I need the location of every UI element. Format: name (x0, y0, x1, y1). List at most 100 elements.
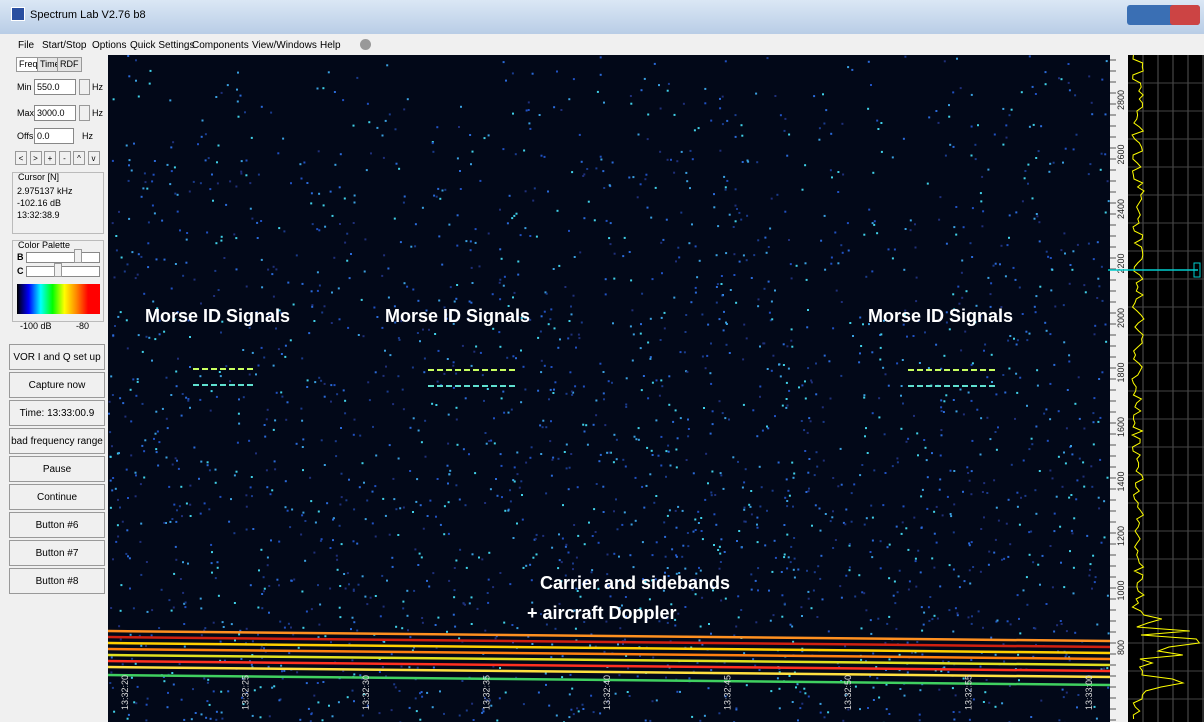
noise-speck (928, 116, 930, 118)
noise-speck (610, 222, 612, 224)
nav-button[interactable]: ^ (73, 151, 85, 165)
noise-speck (888, 577, 890, 579)
palette-scale: -100 dB (20, 321, 52, 331)
button[interactable]: Button #7 (9, 540, 105, 566)
noise-speck (834, 232, 836, 234)
noise-speck (1035, 93, 1037, 95)
noise-speck (658, 84, 660, 86)
noise-speck (1096, 297, 1098, 299)
noise-speck (492, 586, 494, 588)
nav-button[interactable]: v (88, 151, 100, 165)
tab[interactable]: RDF (57, 57, 82, 72)
menu-item[interactable]: Quick Settings (130, 40, 194, 51)
noise-speck (956, 612, 958, 614)
noise-speck (679, 691, 681, 693)
noise-speck (1107, 687, 1109, 689)
menu-item[interactable]: Options (92, 40, 126, 51)
noise-speck (487, 602, 489, 604)
noise-speck (575, 347, 577, 349)
button[interactable]: Pause (9, 456, 105, 482)
noise-speck (330, 384, 332, 386)
noise-speck (264, 424, 266, 426)
noise-speck (382, 135, 384, 137)
menu-item[interactable]: Help (320, 40, 341, 51)
noise-speck (321, 538, 323, 540)
field-input[interactable]: 3000.0 (34, 105, 76, 121)
noise-speck (756, 435, 758, 437)
noise-speck (872, 540, 874, 542)
noise-speck (242, 349, 244, 351)
noise-speck (808, 696, 810, 698)
noise-speck (455, 484, 457, 486)
noise-speck (542, 535, 544, 537)
noise-speck (137, 686, 139, 688)
button[interactable]: Time: 13:33:00.9 (9, 400, 105, 426)
menu-item[interactable]: View/Windows (252, 40, 317, 51)
button[interactable]: Button #8 (9, 568, 105, 594)
noise-speck (127, 347, 129, 349)
noise-speck (304, 560, 306, 562)
noise-speck (113, 711, 115, 713)
noise-speck (789, 675, 791, 677)
slider-thumb[interactable] (74, 249, 82, 263)
noise-speck (144, 439, 146, 441)
noise-speck (900, 395, 902, 397)
noise-speck (209, 469, 211, 471)
field-input[interactable]: 0.0 (34, 128, 74, 144)
noise-speck (837, 485, 839, 487)
noise-speck (605, 278, 607, 280)
noise-speck (658, 455, 660, 457)
nav-button[interactable]: + (44, 151, 56, 165)
slider[interactable] (26, 252, 100, 263)
noise-speck (851, 492, 853, 494)
noise-speck (1069, 550, 1071, 552)
noise-speck (867, 452, 869, 454)
noise-speck (694, 519, 696, 521)
noise-speck (112, 160, 114, 162)
menu-item[interactable]: Start/Stop (42, 40, 86, 51)
noise-speck (258, 174, 260, 176)
nav-button[interactable]: > (30, 151, 42, 165)
close-button[interactable] (1170, 5, 1200, 25)
button[interactable]: Button #6 (9, 512, 105, 538)
button[interactable]: Capture now (9, 372, 105, 398)
noise-speck (949, 564, 951, 566)
noise-speck (274, 468, 276, 470)
noise-speck (668, 451, 670, 453)
button[interactable]: VOR I and Q set up (9, 344, 105, 370)
noise-speck (1035, 513, 1037, 515)
noise-speck (673, 297, 675, 299)
noise-speck (595, 531, 597, 533)
button[interactable]: bad frequency range (9, 428, 105, 454)
slider[interactable] (26, 266, 100, 277)
nav-button[interactable]: < (15, 151, 27, 165)
noise-speck (1040, 700, 1042, 702)
noise-speck (827, 711, 829, 713)
noise-speck (1066, 692, 1068, 694)
nav-button[interactable]: - (59, 151, 71, 165)
menu-item[interactable]: File (18, 40, 34, 51)
noise-speck (1060, 249, 1062, 251)
noise-speck (922, 489, 924, 491)
noise-speck (741, 124, 743, 126)
noise-speck (1030, 716, 1032, 718)
slider-thumb[interactable] (54, 263, 62, 277)
noise-speck (145, 181, 147, 183)
noise-speck (963, 226, 965, 228)
spinner[interactable] (79, 79, 90, 95)
button[interactable]: Continue (9, 484, 105, 510)
noise-speck (199, 375, 201, 377)
spinner[interactable] (79, 105, 90, 121)
noise-speck (324, 635, 326, 637)
noise-speck (465, 240, 467, 242)
noise-speck (341, 543, 343, 545)
noise-speck (520, 350, 522, 352)
field-input[interactable]: 550.0 (34, 79, 76, 95)
noise-speck (499, 572, 501, 574)
noise-speck (707, 482, 709, 484)
noise-speck (444, 189, 446, 191)
morse-dash (944, 385, 950, 387)
morse-dash (509, 385, 515, 387)
menu-item[interactable]: Components (192, 40, 249, 51)
status-led (360, 39, 371, 50)
